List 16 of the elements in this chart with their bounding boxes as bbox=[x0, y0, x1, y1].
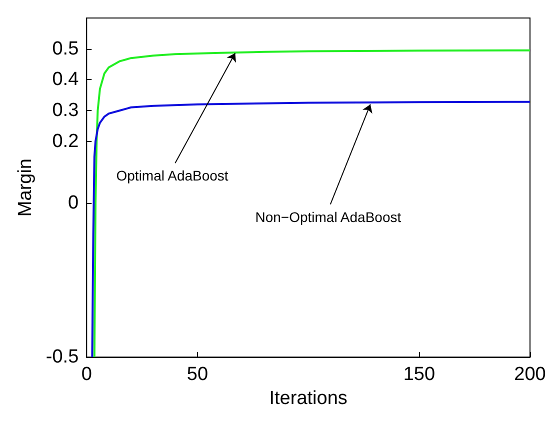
y-tick-label: 0 bbox=[68, 192, 79, 214]
x-tick-label: 150 bbox=[403, 364, 436, 386]
y-tick-label: 0.4 bbox=[52, 69, 80, 90]
y-tick-label: 0.3 bbox=[52, 100, 79, 121]
y-tick-label: 0.2 bbox=[52, 130, 79, 152]
line-series bbox=[91, 100, 531, 358]
y-tick-label: -0.5 bbox=[46, 346, 79, 368]
y-tick-label: 0.5 bbox=[52, 38, 79, 60]
annotation: Non−Optimal AdaBoost bbox=[255, 208, 402, 225]
annotation: Optimal AdaBoost bbox=[116, 167, 228, 184]
x-tick-label: 200 bbox=[514, 364, 546, 386]
x-axis-title: Iterations bbox=[269, 388, 348, 409]
x-tick-label: 50 bbox=[186, 364, 208, 386]
line-series bbox=[93, 49, 531, 358]
x-tick-label: 0 bbox=[81, 364, 92, 386]
y-axis-title: Margin bbox=[15, 158, 36, 217]
